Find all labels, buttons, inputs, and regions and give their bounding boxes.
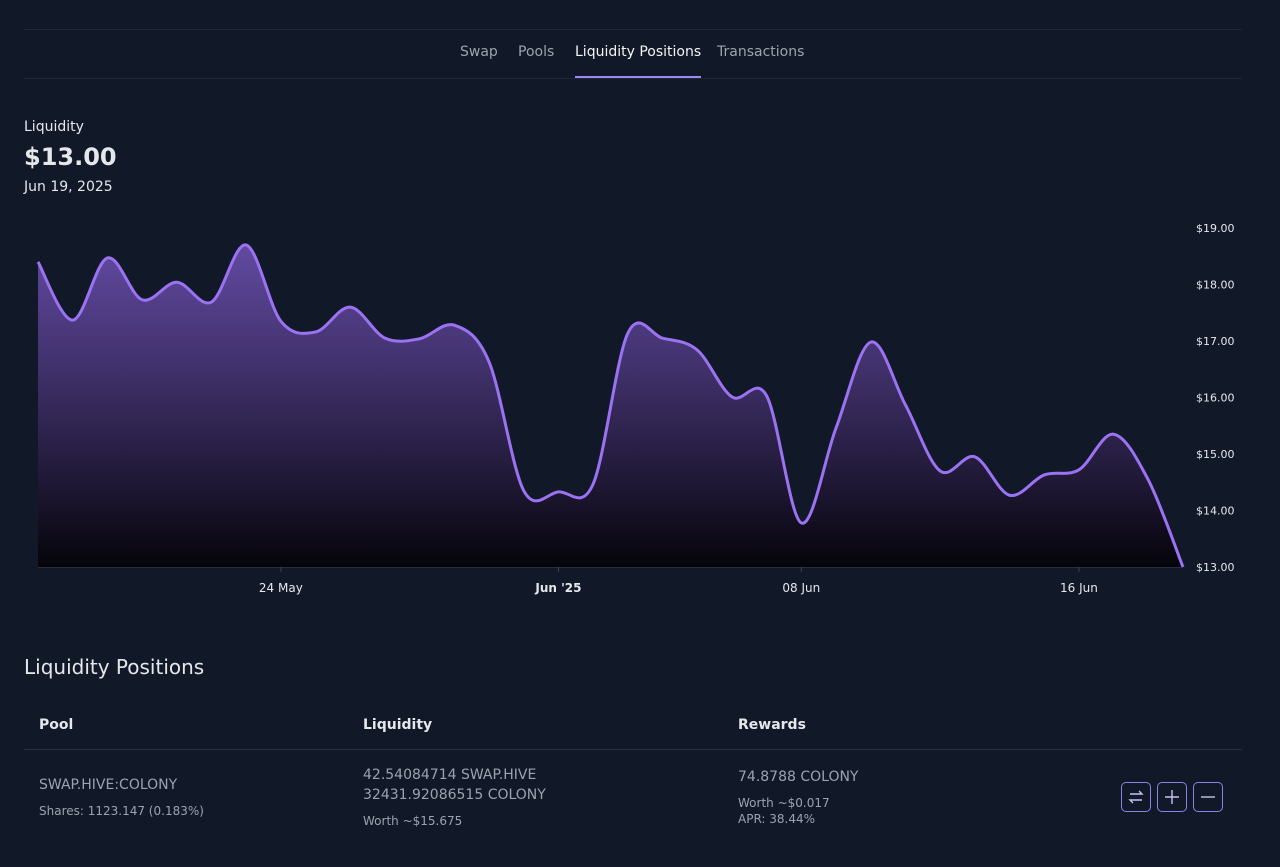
add-button[interactable]: [1157, 782, 1187, 812]
pool-name: SWAP.HIVE:COLONY: [39, 777, 178, 793]
tab-active[interactable]: Liquidity Positions: [575, 44, 702, 78]
y-tick-label: $16.00: [1196, 392, 1235, 405]
column-header: Liquidity: [363, 717, 433, 733]
plus-icon: [1165, 790, 1179, 804]
section-title: Liquidity Positions: [24, 655, 205, 679]
remove-button[interactable]: [1193, 782, 1223, 812]
liquidity-amount: 32431.92086515 COLONY: [363, 787, 546, 803]
column-header: Pool: [39, 717, 74, 733]
line: [36, 243, 1185, 568]
x-tick-label: 24 May: [259, 581, 303, 595]
header-label: Liquidity: [24, 119, 84, 135]
y-tick-label: $13.00: [1196, 561, 1235, 574]
header-date: Jun 19, 2025: [24, 179, 113, 195]
x-tick-label: 08 Jun: [782, 581, 820, 595]
x-tick-label: 16 Jun: [1060, 581, 1098, 595]
x-tick-label: Jun '25: [534, 581, 581, 595]
y-tick-label: $15.00: [1196, 448, 1235, 461]
shares: Shares: 1123.147 (0.183%): [39, 804, 204, 818]
minus-icon: [1201, 796, 1215, 798]
y-tick-label: $17.00: [1196, 335, 1235, 348]
y-tick-label: $18.00: [1196, 279, 1235, 292]
swap-button[interactable]: [1121, 782, 1151, 812]
divider: [24, 749, 1242, 750]
y-tick-label: $14.00: [1196, 505, 1235, 518]
area-fill: [38, 244, 1183, 568]
rewards: 74.8788 COLONY: [738, 769, 859, 785]
column-header: Rewards: [738, 717, 806, 733]
header-value: $13.00: [24, 143, 117, 171]
liquidity-amount: 42.54084714 SWAP.HIVE: [363, 767, 537, 783]
tab[interactable]: Pools: [518, 44, 555, 60]
swap-icon: [1128, 790, 1144, 804]
y-tick-label: $19.00: [1196, 222, 1235, 235]
chart: $13.00 $14.00 $15.00 $16.00 $17.00 $18.00 $19.…: [36, 222, 1235, 595]
apr: APR: 38.44%: [738, 812, 816, 826]
liquidity-worth: Worth ~$15.675: [363, 814, 463, 828]
nav-bar: Swap Pools Liquidity Positions Transacti…: [24, 29, 1242, 79]
tab[interactable]: Swap: [460, 44, 498, 60]
tab[interactable]: Transactions: [717, 44, 805, 60]
rewards-worth: Worth ~$0.017: [738, 796, 830, 810]
